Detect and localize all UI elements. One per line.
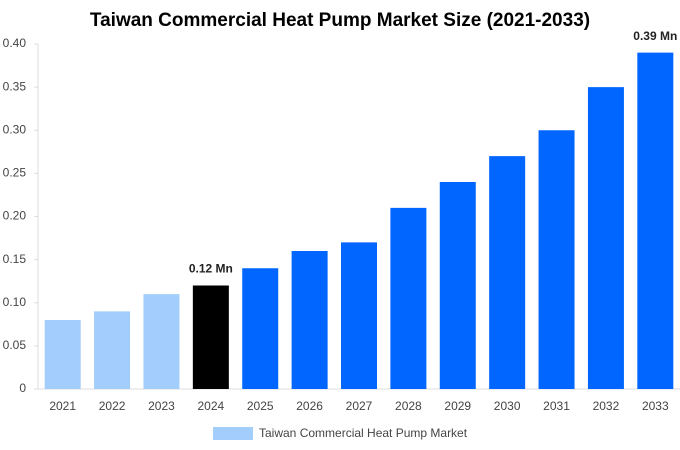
x-tick-label: 2028	[395, 399, 422, 413]
bar	[143, 294, 180, 389]
bar	[489, 156, 526, 389]
x-tick-label: 2024	[197, 399, 224, 413]
x-tick-label: 2021	[49, 399, 76, 413]
y-tick-label: 0	[19, 381, 26, 395]
bar	[587, 87, 624, 389]
bar	[291, 251, 328, 389]
y-tick-label: 0.30	[3, 122, 27, 136]
bar	[637, 52, 674, 389]
bar	[94, 311, 131, 389]
bar	[44, 320, 81, 389]
x-tick-label: 2026	[296, 399, 323, 413]
x-tick-label: 2022	[99, 399, 126, 413]
x-tick-label: 2025	[247, 399, 274, 413]
x-tick-label: 2023	[148, 399, 175, 413]
chart-title: Taiwan Commercial Heat Pump Market Size …	[90, 10, 590, 31]
y-tick-label: 0.40	[3, 36, 27, 50]
bar	[390, 207, 427, 389]
value-label: 0.39 Mn	[633, 29, 677, 43]
x-tick-label: 2030	[494, 399, 521, 413]
legend-label: Taiwan Commercial Heat Pump Market	[259, 426, 468, 440]
bar	[242, 268, 279, 389]
bar	[341, 242, 377, 389]
y-tick-label: 0.25	[3, 166, 27, 180]
x-tick-label: 2027	[346, 399, 373, 413]
y-tick-label: 0.05	[3, 338, 27, 352]
y-tick-label: 0.15	[3, 252, 27, 266]
value-label: 0.12 Mn	[189, 262, 233, 276]
x-tick-label: 2032	[593, 399, 620, 413]
y-tick-label: 0.10	[3, 295, 27, 309]
x-tick-label: 2033	[642, 399, 669, 413]
bar	[439, 182, 476, 389]
y-tick-label: 0.35	[3, 79, 27, 93]
x-tick-label: 2029	[444, 399, 471, 413]
y-tick-label: 0.20	[3, 209, 27, 223]
bar	[538, 130, 575, 389]
legend-swatch	[213, 427, 253, 440]
x-tick-label: 2031	[543, 399, 570, 413]
bar	[192, 285, 229, 389]
